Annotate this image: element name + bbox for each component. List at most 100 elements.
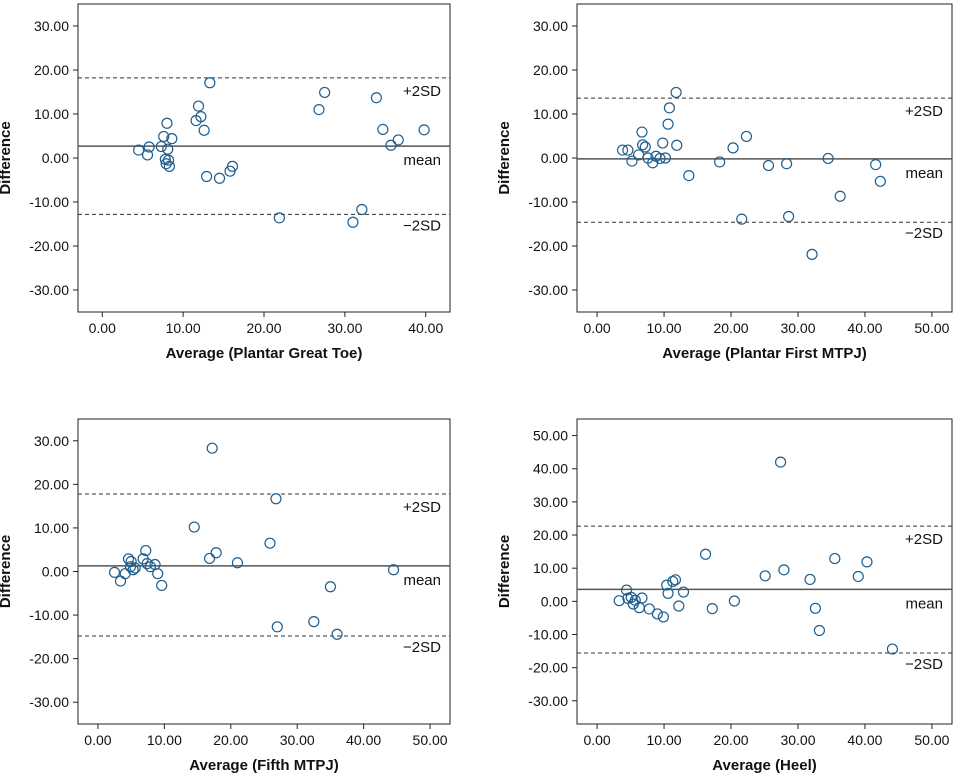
data-point [271, 621, 283, 633]
data-point [129, 562, 141, 574]
data-point [160, 158, 172, 170]
data-point [377, 123, 389, 135]
y-tick-label: 30.00 [34, 18, 69, 34]
y-tick-label: -30.00 [29, 694, 69, 710]
data-point [670, 86, 682, 99]
y-tick-label: 20.00 [34, 476, 69, 492]
y-tick-label: 10.00 [34, 106, 69, 122]
data-point [834, 190, 846, 202]
x-tick-label: 30.00 [780, 732, 815, 748]
y-tick-label: -10.00 [528, 626, 568, 642]
data-point [143, 141, 155, 153]
data-point [141, 149, 154, 161]
upper-limit-label: +2SD [403, 83, 441, 100]
y-tick-label: 0.00 [42, 150, 69, 166]
data-point [370, 92, 383, 104]
upper-limit-label: +2SD [905, 531, 943, 548]
y-tick-label: -20.00 [29, 651, 69, 667]
data-point [162, 143, 174, 155]
x-tick-label: 0.00 [84, 732, 111, 748]
plot-plantar-great-toe: -30.00 -20.00 -10.00 0.00 10.00 20.00 30.00 0.0… [0, 3, 451, 362]
y-tick-label: 10.00 [533, 106, 568, 122]
data-point [385, 139, 397, 151]
data-point [264, 537, 276, 549]
data-point [166, 133, 178, 145]
data-point [204, 77, 216, 89]
x-tick-label: 0.00 [583, 320, 610, 336]
data-point [706, 603, 718, 615]
x-axis-title: Average (Plantar Great Toe) [166, 345, 363, 362]
mean-label: mean [905, 165, 943, 182]
x-tick-label: 40.00 [847, 320, 882, 336]
data-point [140, 544, 152, 557]
lower-limit-label: −2SD [403, 639, 441, 656]
x-tick-label: 10.00 [647, 320, 682, 336]
y-tick-label: -30.00 [29, 282, 69, 298]
data-point [226, 160, 239, 172]
data-point [728, 595, 740, 607]
y-tick-label: 10.00 [34, 520, 69, 536]
y-tick-label: 30.00 [533, 494, 568, 510]
y-tick-label: 30.00 [533, 18, 568, 34]
data-point [874, 175, 886, 187]
data-point [654, 152, 666, 165]
data-point [152, 568, 164, 580]
plot-fifth-mtpj: -30.00 -20.00 -10.00 0.00 10.00 20.00 30.00 0.0… [0, 418, 451, 774]
data-point [418, 124, 430, 136]
data-point [198, 124, 210, 136]
y-tick-label: -30.00 [528, 693, 568, 709]
data-point [203, 552, 216, 565]
x-tick-label: 10.00 [166, 320, 201, 336]
y-tick-label: 20.00 [34, 62, 69, 78]
data-point [759, 570, 771, 582]
data-point [206, 442, 218, 454]
x-tick-label: 40.00 [408, 320, 443, 336]
x-tick-label: 20.00 [213, 732, 248, 748]
y-tick-label: -20.00 [29, 238, 69, 254]
data-point [657, 137, 669, 149]
data-point [661, 579, 673, 591]
data-point [822, 152, 834, 165]
data-point [392, 134, 404, 146]
data-point [683, 170, 695, 182]
y-tick-label: 30.00 [34, 433, 69, 449]
mean-label: mean [403, 152, 441, 169]
data-point [663, 102, 676, 114]
data-point [133, 144, 145, 156]
data-point [192, 100, 205, 112]
y-tick-label: -20.00 [528, 660, 568, 676]
data-point [273, 212, 285, 224]
plot-heel: -30.00 -20.00 -10.00 0.00 10.00 20.00 30.00 40.… [496, 418, 953, 774]
data-point [347, 216, 359, 228]
y-tick-label: -20.00 [528, 238, 568, 254]
data-point [829, 552, 841, 565]
data-point [210, 547, 222, 559]
data-point [163, 160, 175, 172]
data-point [662, 118, 674, 130]
data-point [387, 564, 400, 576]
y-tick-label: 0.00 [42, 564, 69, 580]
data-point [870, 159, 882, 171]
data-point [671, 139, 683, 151]
data-point [155, 140, 167, 153]
lower-limit-label: −2SD [403, 217, 441, 234]
data-point [270, 493, 282, 505]
data-point [114, 575, 127, 587]
data-point [313, 103, 325, 116]
x-tick-label: 20.00 [713, 320, 748, 336]
data-point [195, 111, 207, 123]
data-point [331, 628, 343, 640]
data-point [813, 624, 826, 637]
y-tick-label: 40.00 [533, 461, 568, 477]
data-point [639, 141, 651, 153]
data-point [651, 608, 663, 620]
x-tick-label: 50.00 [413, 732, 448, 748]
x-tick-label: 50.00 [914, 320, 949, 336]
data-point [643, 603, 655, 615]
data-point [626, 155, 638, 167]
y-tick-label: 20.00 [533, 62, 568, 78]
plot-plantar-first-mtpj: -30.00 -20.00 -10.00 0.00 10.00 20.00 30.00 0.0… [496, 3, 953, 362]
data-point [778, 564, 790, 576]
data-point [861, 556, 873, 568]
